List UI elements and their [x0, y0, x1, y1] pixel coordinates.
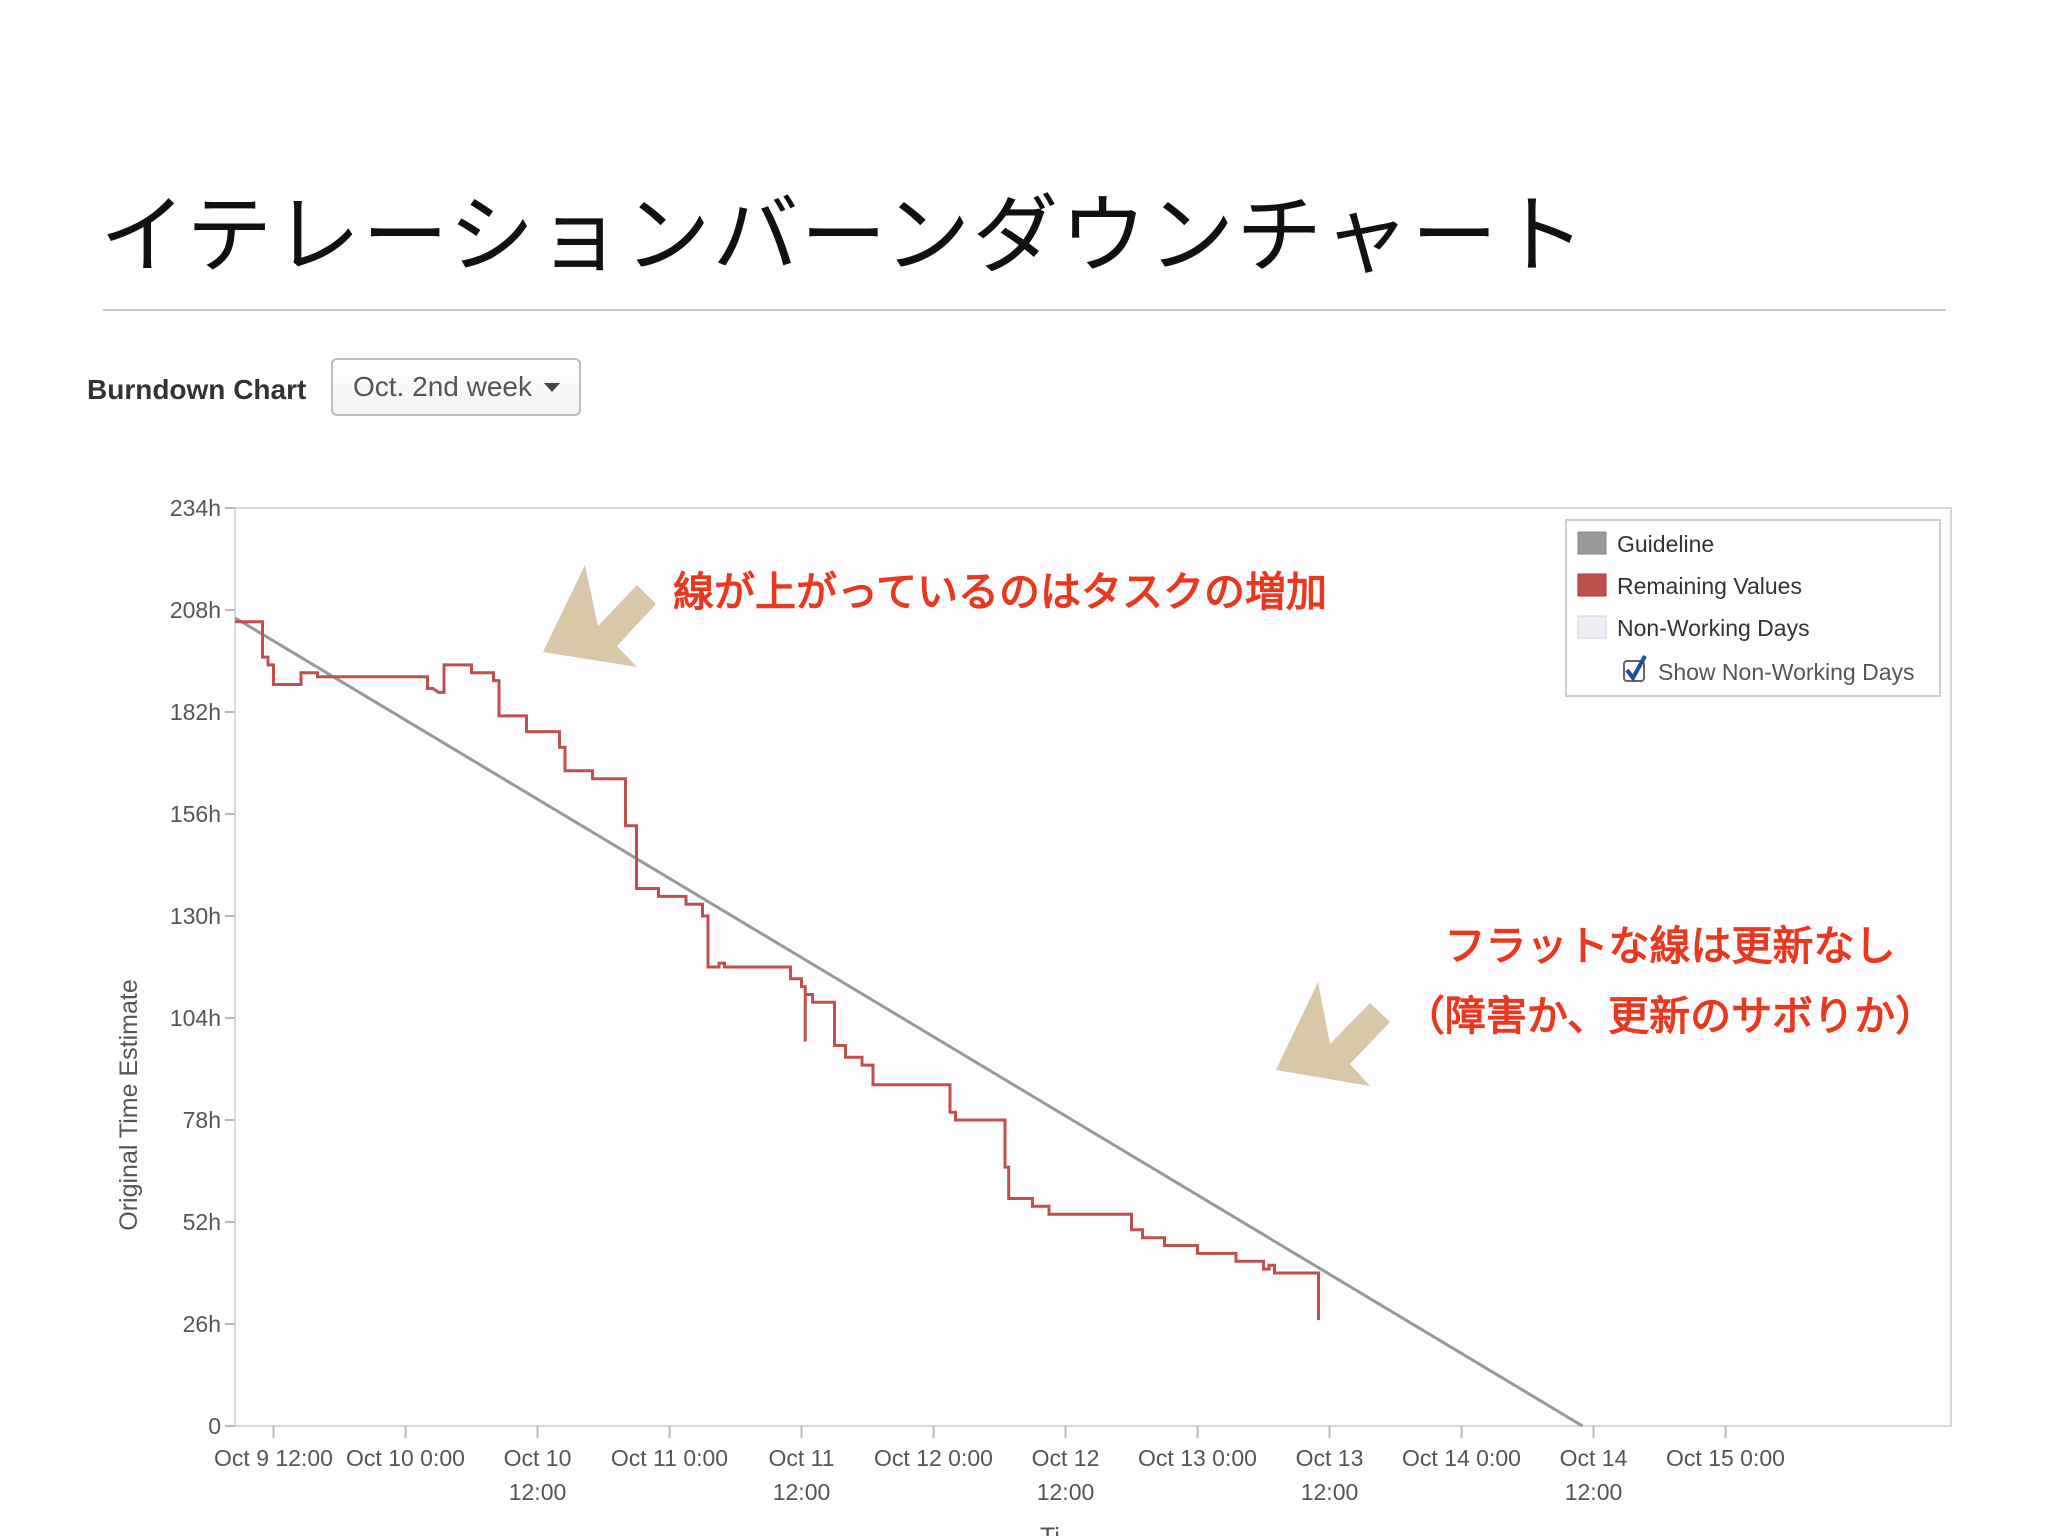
y-tick-label: 156h	[170, 801, 221, 827]
y-tick-label: 26h	[183, 1311, 221, 1337]
flat-arrow-icon	[1276, 982, 1390, 1086]
x-tick-label-time: 12:00	[509, 1479, 567, 1505]
legend-swatch-non-working	[1577, 615, 1607, 639]
legend-swatch-guideline	[1577, 531, 1607, 555]
x-tick-label-time: 12:00	[1565, 1479, 1623, 1505]
y-tick-label: 0	[208, 1413, 221, 1439]
flat-annotation-line2: （障害か、更新のサボりか）	[1404, 992, 1936, 1040]
legend-item-remaining: Remaining Values	[1617, 573, 1802, 599]
increase-annotation: 線が上がっているのはタスクの増加	[673, 568, 1327, 616]
burndown-chart-label: Burndown Chart	[87, 374, 307, 405]
series-line-remaining-values	[235, 620, 1320, 1321]
x-tick-label: Oct 14	[1560, 1445, 1628, 1471]
chart-legend: Guideline Remaining Values Non-Working D…	[1565, 519, 1941, 697]
legend-item-guideline: Guideline	[1617, 531, 1714, 557]
y-tick-label: 78h	[183, 1107, 221, 1133]
x-tick-label: Oct 11	[768, 1445, 834, 1471]
x-tick-label: Oct 12 0:00	[874, 1445, 993, 1471]
show-non-working-checkbox[interactable]	[1623, 655, 1647, 682]
x-tick-label: Oct 11 0:00	[611, 1445, 728, 1471]
title-divider	[103, 309, 1946, 311]
show-non-working-label[interactable]: Show Non-Working Days	[1658, 659, 1915, 685]
x-tick-label-time: 12:00	[1037, 1479, 1095, 1505]
legend-swatch-remaining	[1577, 573, 1607, 597]
x-axis-label: Ti	[1040, 1523, 1060, 1536]
x-tick-label: Oct 13	[1296, 1445, 1364, 1471]
week-selector-dropdown[interactable]: Oct. 2nd week	[331, 358, 581, 416]
week-selector-value: Oct. 2nd week	[353, 371, 532, 402]
slide-title: イテレーションバーンダウンチャート	[100, 186, 1588, 286]
x-tick-label: Oct 10 0:00	[346, 1445, 465, 1471]
x-tick-label-time: 12:00	[773, 1479, 831, 1505]
x-tick-label: Oct 12	[1032, 1445, 1100, 1471]
series-line-guideline	[234, 616, 1584, 1428]
y-tick-label: 234h	[170, 495, 221, 521]
y-axis-label: Original Time Estimate	[115, 979, 143, 1230]
caret-down-icon	[543, 382, 560, 392]
x-tick-label: Oct 10	[504, 1445, 572, 1471]
y-tick-label: 52h	[183, 1209, 221, 1235]
y-tick-label: 130h	[170, 903, 221, 929]
y-tick-label: 208h	[170, 597, 221, 623]
y-tick-label: 104h	[170, 1005, 221, 1031]
legend-item-non-working: Non-Working Days	[1617, 615, 1810, 641]
x-tick-label-time: 12:00	[1301, 1479, 1359, 1505]
flat-annotation-line1: フラットな線は更新なし	[1445, 922, 1896, 970]
checkmark-icon	[1625, 655, 1647, 682]
x-tick-label: Oct 15 0:00	[1666, 1445, 1785, 1471]
x-tick-label: Oct 14 0:00	[1402, 1445, 1521, 1471]
increase-arrow-icon	[543, 565, 656, 667]
x-tick-label: Oct 9 12:00	[214, 1445, 333, 1471]
x-tick-label: Oct 13 0:00	[1138, 1445, 1257, 1471]
y-tick-label: 182h	[170, 699, 221, 725]
